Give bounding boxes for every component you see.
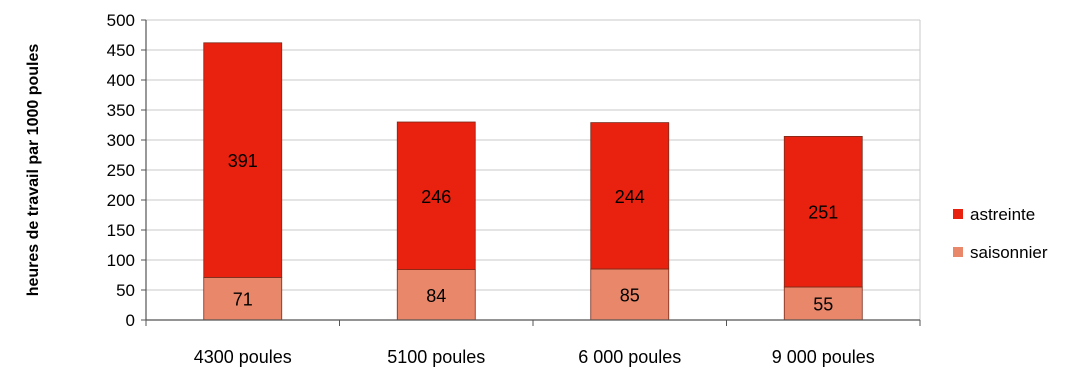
y-tick-label: 50 [116, 281, 135, 300]
bar-astreinte [783, 135, 863, 288]
y-tick-label: 150 [107, 221, 135, 240]
y-tick-labels: 0 50 100 150 200 250 300 350 400 450 500 [107, 11, 135, 330]
data-label: 244 [615, 187, 645, 207]
data-label: 85 [620, 286, 640, 306]
data-label: 55 [813, 295, 833, 315]
legend-swatch [953, 209, 963, 219]
bar-astreinte [396, 121, 476, 271]
bar-astreinte [590, 122, 670, 270]
y-tick-label: 350 [107, 101, 135, 120]
bar-saisonnier [203, 276, 283, 321]
y-tick-label: 250 [107, 161, 135, 180]
y-tick-label: 500 [107, 11, 135, 30]
legend-swatch [953, 247, 963, 257]
bars [203, 42, 863, 321]
bar-astreinte [203, 42, 283, 278]
x-tick-label: 6 000 poules [578, 347, 681, 367]
data-label: 246 [421, 187, 451, 207]
bar-saisonnier [396, 269, 476, 321]
x-tick-label: 9 000 poules [772, 347, 875, 367]
data-label: 71 [233, 290, 253, 310]
y-tick-label: 450 [107, 41, 135, 60]
legend-label: saisonnier [970, 243, 1048, 262]
bar-saisonnier [590, 268, 670, 321]
data-label: 84 [426, 286, 446, 306]
y-tick-label: 300 [107, 131, 135, 150]
data-label: 391 [228, 151, 258, 171]
y-axis-label: heures de travail par 1000 poules [25, 44, 42, 297]
y-tick-label: 100 [107, 251, 135, 270]
data-labels: 71 391 84 246 85 244 55 251 [228, 151, 839, 314]
x-tick-labels: 4300 poules 5100 poules 6 000 poules 9 000 … [194, 347, 875, 367]
x-tick-label: 5100 poules [387, 347, 485, 367]
y-tick-label: 0 [126, 311, 135, 330]
x-tick-label: 4300 poules [194, 347, 292, 367]
y-tick-label: 400 [107, 71, 135, 90]
y-tick-label: 200 [107, 191, 135, 210]
legend: astreinte saisonnier [953, 205, 1048, 262]
axes [141, 19, 921, 326]
data-label: 251 [808, 203, 838, 223]
legend-label: astreinte [970, 205, 1035, 224]
